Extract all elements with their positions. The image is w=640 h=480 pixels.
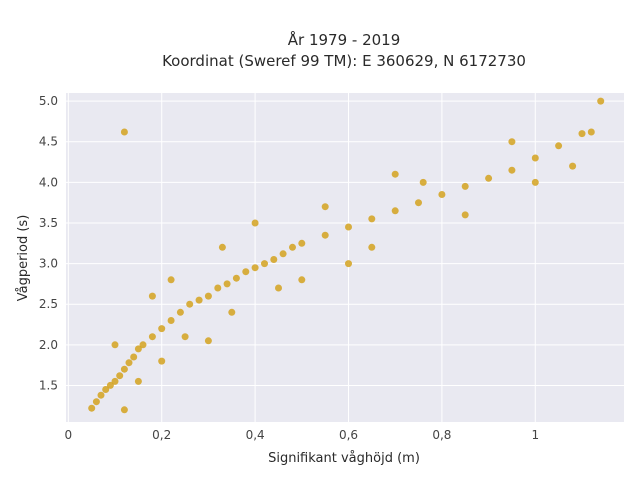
y-tick-labels: 1.5 2.0 2.5 3.0 3.5 4.0 4.5 5.0 <box>39 94 58 392</box>
data-point <box>92 398 100 406</box>
grid-lines <box>66 93 624 422</box>
data-point <box>321 203 329 211</box>
x-tick-label: 0,2 <box>152 428 171 442</box>
data-point <box>120 406 128 414</box>
data-point <box>102 386 110 393</box>
data-point <box>116 372 124 380</box>
y-tick-label: 5.0 <box>39 94 58 108</box>
y-tick-label: 2.0 <box>39 338 58 352</box>
data-point <box>251 264 259 272</box>
data-point <box>415 199 422 207</box>
data-point <box>251 219 259 227</box>
data-point <box>139 341 147 349</box>
data-point <box>321 231 329 239</box>
y-axis-label: Vågperiod (s) <box>16 215 31 302</box>
x-axis-label: Signifikant våghöjd (m) <box>268 451 420 466</box>
x-tick-label: 0 <box>65 428 73 442</box>
x-tick-label: 0,6 <box>339 428 358 442</box>
plot-area <box>66 93 624 422</box>
data-point <box>368 243 376 251</box>
data-point <box>125 359 133 367</box>
data-point <box>597 97 605 105</box>
data-point <box>298 239 306 247</box>
y-tick-label: 1.5 <box>39 378 58 392</box>
data-point <box>508 138 516 146</box>
data-point <box>270 256 278 263</box>
data-point <box>391 170 399 178</box>
data-points <box>88 97 605 414</box>
data-point <box>130 353 138 361</box>
data-point <box>176 308 184 316</box>
data-point <box>111 341 119 349</box>
data-point <box>134 377 142 385</box>
data-point <box>368 215 376 223</box>
data-point <box>158 357 166 365</box>
data-point <box>158 325 166 333</box>
data-point <box>569 162 577 170</box>
data-point <box>345 223 352 231</box>
data-point <box>508 166 516 174</box>
data-point <box>279 250 287 258</box>
data-point <box>261 260 268 268</box>
y-tick-label: 2.5 <box>39 297 58 311</box>
data-point <box>485 174 493 182</box>
data-point <box>88 404 96 412</box>
chart-title-line1: År 1979 - 2019 <box>288 30 401 49</box>
data-point <box>218 243 226 251</box>
data-point <box>345 260 352 268</box>
data-point <box>298 276 306 284</box>
data-point <box>186 300 194 308</box>
data-point <box>438 191 446 198</box>
data-point <box>223 280 231 288</box>
data-point <box>555 142 563 150</box>
y-tick-label: 3.0 <box>39 257 58 271</box>
data-point <box>167 276 175 284</box>
data-point <box>228 308 236 316</box>
x-tick-label: 0,4 <box>246 428 265 442</box>
chart-title-line2: Koordinat (Sweref 99 TM): E 360629, N 61… <box>162 52 526 70</box>
data-point <box>461 182 469 190</box>
data-point <box>106 381 114 389</box>
x-tick-labels: 0 0,2 0,4 0,6 0,8 1 <box>65 428 540 442</box>
data-point <box>134 345 142 353</box>
data-point <box>111 377 119 385</box>
data-point <box>242 268 250 276</box>
data-point <box>587 128 595 136</box>
data-point <box>120 128 128 136</box>
data-point <box>214 284 222 292</box>
data-point <box>578 130 586 138</box>
y-tick-label: 4.0 <box>39 175 58 189</box>
data-point <box>289 243 296 251</box>
data-point <box>232 274 240 282</box>
data-point <box>391 207 399 215</box>
data-point <box>419 178 427 186</box>
data-point <box>148 333 156 341</box>
data-point <box>148 292 156 300</box>
data-point <box>120 365 128 373</box>
data-point <box>204 292 212 300</box>
data-point <box>97 391 105 399</box>
data-point <box>204 337 212 345</box>
data-point <box>461 211 469 219</box>
data-point <box>531 154 539 162</box>
x-tick-label: 1 <box>531 428 539 442</box>
data-point <box>195 296 203 304</box>
x-tick-label: 0,8 <box>432 428 451 442</box>
data-point <box>275 284 282 292</box>
data-point <box>167 317 175 324</box>
y-tick-label: 3.5 <box>39 216 58 230</box>
data-point <box>181 333 189 341</box>
y-tick-label: 4.5 <box>39 135 58 149</box>
data-point <box>531 178 539 186</box>
